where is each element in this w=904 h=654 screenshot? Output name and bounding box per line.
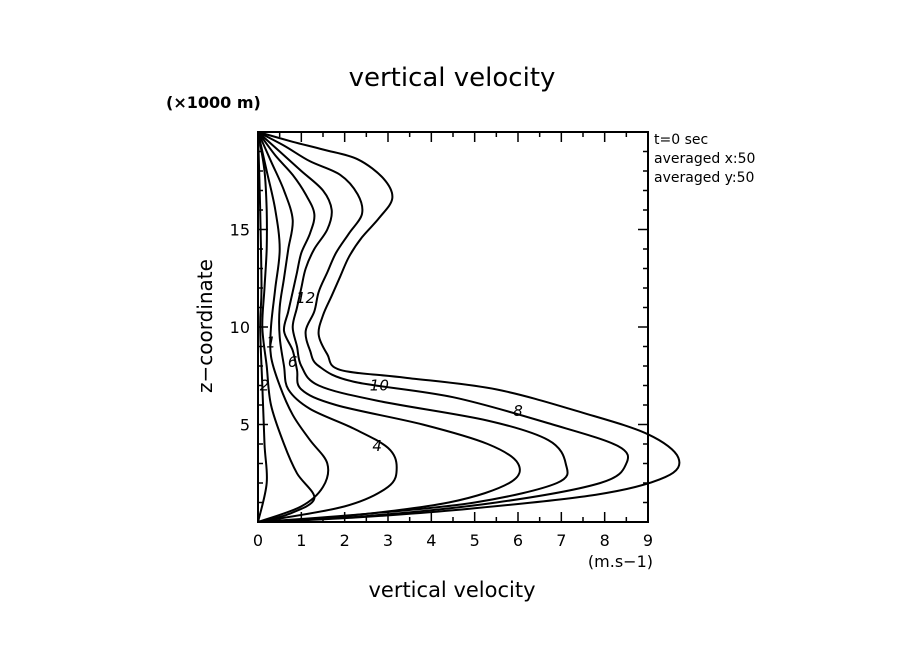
y-axis-label: z−coordinate xyxy=(193,259,217,393)
x-tick-label: 9 xyxy=(643,531,653,550)
x-axis-label: vertical velocity xyxy=(368,578,535,602)
info-averaged-x: averaged x:50 xyxy=(654,151,755,167)
contour-label: 12 xyxy=(296,289,315,307)
contour-label: 10 xyxy=(370,377,389,395)
contour-line xyxy=(257,131,316,523)
x-tick-label: 0 xyxy=(253,531,263,550)
contour-line xyxy=(257,131,681,523)
info-text: t=0 sec averaged x:50 averaged y:50 xyxy=(654,132,755,186)
y-tick-label: 10 xyxy=(230,318,250,337)
contour-label: 2 xyxy=(260,377,270,395)
contour-lines xyxy=(257,131,681,523)
x-tick-label: 1 xyxy=(296,531,306,550)
contour-label: 6 xyxy=(288,353,298,371)
contour-label: 8 xyxy=(513,402,523,420)
x-tick-label: 3 xyxy=(383,531,393,550)
contour-line xyxy=(257,131,569,523)
contour-line xyxy=(257,131,521,523)
info-clip xyxy=(777,130,817,190)
chart-title: vertical velocity xyxy=(349,63,556,93)
x-tick-label: 5 xyxy=(470,531,480,550)
y-unit-label: (×1000 m) xyxy=(166,93,261,112)
contour-label: 1 xyxy=(266,334,276,352)
x-tick-label: 8 xyxy=(600,531,610,550)
contour-line xyxy=(257,131,330,523)
contour-line xyxy=(257,131,630,523)
y-tick-label: 15 xyxy=(230,221,250,240)
x-tick-label: 4 xyxy=(426,531,436,550)
y-tick-label: 5 xyxy=(240,416,250,435)
contour-line xyxy=(257,131,268,523)
x-tick-label: 7 xyxy=(556,531,566,550)
contour-labels: 10 8 12 6 4 2 1 xyxy=(260,289,523,455)
x-tick-label: 2 xyxy=(340,531,350,550)
x-unit-label: (m.s−1) xyxy=(588,552,653,571)
contour-line xyxy=(257,131,398,523)
info-time: t=0 sec xyxy=(654,132,708,148)
info-averaged-y: averaged y:50 xyxy=(654,170,754,186)
plot-frame xyxy=(257,131,649,523)
x-tick-label: 6 xyxy=(513,531,523,550)
contour-label: 4 xyxy=(372,437,382,455)
